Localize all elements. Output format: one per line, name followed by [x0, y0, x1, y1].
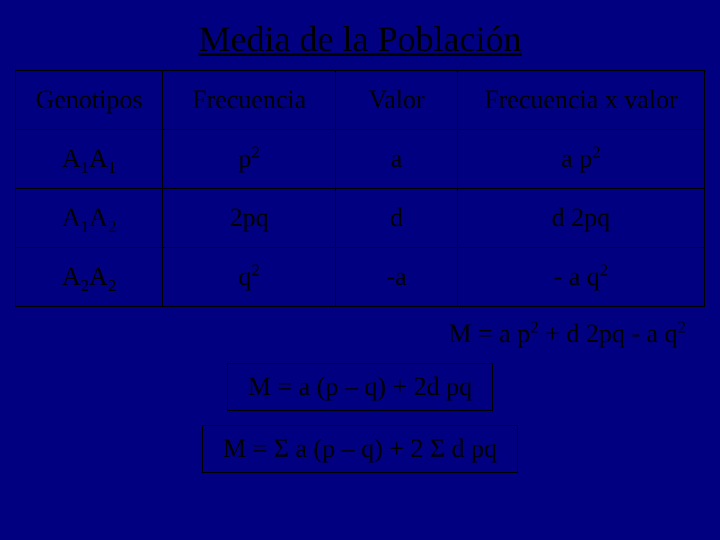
table-row: A2A2 q2 -a - a q2	[16, 248, 705, 307]
table-row: A1A2 2pq d d 2pq	[16, 189, 705, 248]
cell-fxv: a p2	[457, 130, 704, 189]
cell-fxv: d 2pq	[457, 189, 704, 248]
col-header-frecuencia: Frecuencia	[163, 71, 336, 130]
col-header-genotipos: Genotipos	[16, 71, 163, 130]
genotype-table: Genotipos Frecuencia Valor Frecuencia x …	[15, 70, 705, 307]
cell-value: a	[336, 130, 458, 189]
cell-genotype: A2A2	[16, 248, 163, 307]
cell-genotype: A1A2	[16, 189, 163, 248]
cell-fxv: - a q2	[457, 248, 704, 307]
slide-title: Media de la Población	[0, 0, 720, 70]
cell-frequency: p2	[163, 130, 336, 189]
cell-value: d	[336, 189, 458, 248]
formula-box1-wrap: M = a (p – q) + 2d pq	[0, 363, 720, 411]
formula-box1: M = a (p – q) + 2d pq	[227, 363, 493, 411]
col-header-valor: Valor	[336, 71, 458, 130]
table-row: A1A1 p2 a a p2	[16, 130, 705, 189]
formula-sum: M = a p2 + d 2pq - a q2	[0, 307, 704, 349]
cell-value: -a	[336, 248, 458, 307]
col-header-frecxvalor: Frecuencia x valor	[457, 71, 704, 130]
table-header-row: Genotipos Frecuencia Valor Frecuencia x …	[16, 71, 705, 130]
cell-frequency: q2	[163, 248, 336, 307]
cell-genotype: A1A1	[16, 130, 163, 189]
formula-box2-wrap: M = Σ a (p – q) + 2 Σ d pq	[0, 425, 720, 473]
cell-frequency: 2pq	[163, 189, 336, 248]
formula-box2: M = Σ a (p – q) + 2 Σ d pq	[202, 425, 518, 473]
slide: Media de la Población Genotipos Frecuenc…	[0, 0, 720, 540]
